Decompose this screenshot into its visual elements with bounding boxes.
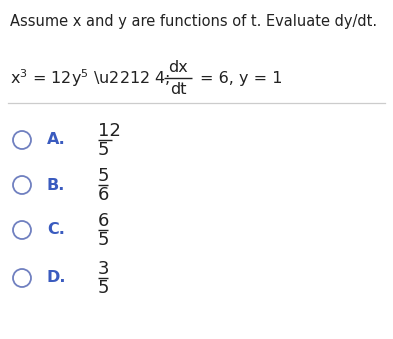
Text: = 6, y = 1: = 6, y = 1 xyxy=(200,71,283,85)
Text: D.: D. xyxy=(47,271,66,285)
Text: dx: dx xyxy=(168,60,188,75)
Text: Assume x and y are functions of t. Evaluate dy/dt.: Assume x and y are functions of t. Evalu… xyxy=(10,14,377,29)
Text: 5: 5 xyxy=(98,141,110,159)
Text: 5: 5 xyxy=(98,167,110,185)
Text: 6: 6 xyxy=(98,186,109,204)
Text: x$^3$ = 12y$^5$ \u2212 4;: x$^3$ = 12y$^5$ \u2212 4; xyxy=(10,67,171,89)
Text: B.: B. xyxy=(47,178,65,193)
Text: 6: 6 xyxy=(98,212,109,230)
Text: 3: 3 xyxy=(98,260,110,278)
Text: 5: 5 xyxy=(98,231,110,249)
Text: A.: A. xyxy=(47,133,66,147)
Text: C.: C. xyxy=(47,222,65,238)
Text: 12: 12 xyxy=(98,122,121,140)
Text: 5: 5 xyxy=(98,279,110,297)
Text: dt: dt xyxy=(170,81,186,97)
